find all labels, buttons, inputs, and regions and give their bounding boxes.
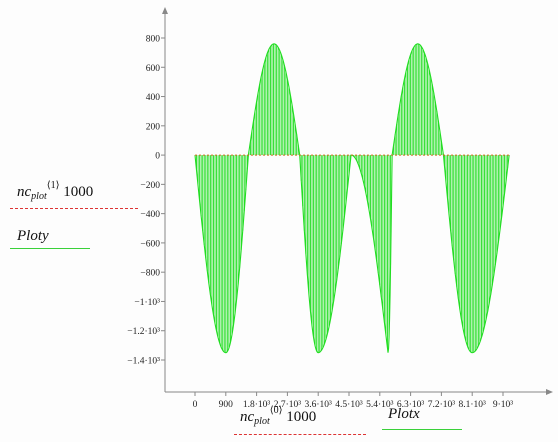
- y-tick-label: −1.2·10³: [127, 327, 160, 337]
- y-tick-label: −200: [140, 181, 160, 191]
- y-name-underline: [10, 248, 90, 249]
- x-tick-label: 2.7·10³: [274, 400, 302, 410]
- x-tick-label: 6.3·10³: [397, 400, 425, 410]
- y-axis-arrow: [162, 7, 168, 14]
- x-expr-sup: ⟨0⟩: [269, 405, 283, 416]
- x-ticks: 0 900 1.8·10³ 2.7·10³ 3.6·10³ 4.5·10³ 5.4·10³ 6…: [193, 392, 513, 410]
- data-series: [194, 43, 510, 354]
- y-tick-label: 400: [146, 93, 161, 103]
- y-expression-underline: [10, 208, 138, 209]
- x-tick-label: 900: [219, 400, 234, 410]
- y-ticks: 800 600 400 200 0 −200 −400 −600 −800 −1·10³ −1.2·…: [127, 35, 165, 367]
- x-axis-expression[interactable]: ncplot⟨0⟩ 1000: [240, 405, 316, 427]
- axes: [162, 7, 553, 395]
- y-tick-label: 200: [146, 122, 161, 132]
- y-tick-label: −1·10³: [134, 298, 160, 308]
- y-expr-suffix: 1000: [63, 184, 94, 200]
- y-tick-label: −1.4·10³: [127, 357, 160, 367]
- y-name-text: Ploty: [17, 228, 49, 244]
- x-tick-label: 3.6·10³: [305, 400, 333, 410]
- x-expr-sub: plot: [254, 416, 270, 427]
- y-expr-base: nc: [17, 184, 32, 200]
- y-tick-label: −800: [140, 269, 160, 279]
- series-envelope: [194, 43, 510, 354]
- x-axis-name[interactable]: Plotx: [388, 406, 420, 423]
- y-axis-name[interactable]: Ploty: [17, 228, 49, 245]
- y-tick-label: 0: [155, 152, 160, 162]
- x-tick-label: 5.4·10³: [366, 400, 394, 410]
- y-tick-label: −600: [140, 239, 160, 249]
- y-expr-sub: plot: [31, 191, 47, 202]
- x-axis-arrow: [546, 389, 553, 395]
- x-tick-label: 7.2·10³: [428, 400, 456, 410]
- x-tick-label: 8.1·10³: [459, 400, 487, 410]
- y-axis-expression[interactable]: ncplot⟨1⟩ 1000: [17, 180, 93, 202]
- x-tick-label: 0: [193, 400, 198, 410]
- y-tick-label: −400: [140, 210, 160, 220]
- x-expr-base: nc: [240, 409, 255, 425]
- x-tick-label: 4.5·10³: [335, 400, 363, 410]
- y-tick-label: 800: [146, 35, 161, 45]
- x-tick-label: 1.8·10³: [243, 400, 271, 410]
- x-expr-suffix: 1000: [286, 409, 317, 425]
- x-name-underline: [382, 429, 462, 430]
- y-expr-sup: ⟨1⟩: [46, 180, 60, 191]
- x-name-text: Plotx: [388, 406, 420, 422]
- x-expression-underline: [234, 434, 366, 435]
- x-tick-label: 9·10³: [493, 400, 513, 410]
- y-tick-label: 600: [146, 64, 161, 74]
